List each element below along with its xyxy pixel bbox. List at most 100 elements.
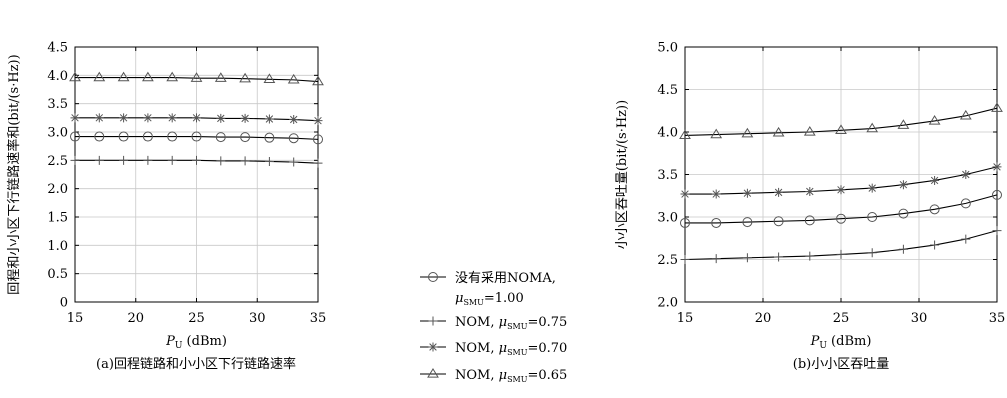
data-point-circle bbox=[264, 132, 275, 143]
y-tick-label: 5.0 bbox=[657, 41, 678, 56]
data-point-star bbox=[119, 113, 129, 123]
x-axis-label: PU (dBm) bbox=[810, 334, 872, 351]
data-point-triangle bbox=[312, 75, 324, 86]
x-tick-label: 20 bbox=[127, 311, 144, 326]
data-point-star bbox=[992, 162, 1002, 172]
y-axis-label: 回程和小小区下行链路速率和(bit/(s·Hz)) bbox=[6, 54, 22, 294]
data-point-star bbox=[961, 170, 971, 179]
data-point-circle bbox=[70, 131, 80, 142]
data-point-triangle bbox=[866, 122, 879, 133]
data-point-star bbox=[836, 185, 846, 195]
legend-marker-star bbox=[428, 342, 438, 352]
data-point-triangle bbox=[239, 72, 251, 83]
data-point-star bbox=[711, 189, 721, 199]
series-line-triangle bbox=[684, 107, 998, 136]
legend-mu-line: μSMU=1.00 bbox=[455, 291, 524, 307]
data-point-plus bbox=[216, 156, 226, 166]
data-point-circle bbox=[711, 217, 722, 228]
data-point-triangle bbox=[803, 126, 816, 136]
data-point-circle bbox=[240, 132, 251, 143]
data-point-triangle bbox=[928, 114, 941, 125]
y-tick-label: 2.0 bbox=[47, 182, 68, 197]
data-point-plus bbox=[240, 156, 250, 166]
data-point-star bbox=[192, 113, 201, 123]
data-point-plus bbox=[264, 156, 274, 166]
data-point-triangle bbox=[166, 71, 179, 82]
data-point-star bbox=[774, 187, 784, 197]
series-line-circle bbox=[75, 135, 319, 140]
y-tick-label: 1.0 bbox=[47, 239, 68, 254]
data-point-circle bbox=[167, 131, 178, 142]
y-tick-label: 2.5 bbox=[657, 253, 678, 268]
data-point-star bbox=[313, 116, 323, 126]
x-tick-label: 35 bbox=[310, 311, 327, 326]
y-tick-label: 3.0 bbox=[657, 211, 678, 226]
legend-label: NOM, μSMU=0.70 bbox=[455, 341, 567, 357]
data-point-triangle bbox=[190, 72, 203, 82]
data-point-circle bbox=[191, 131, 202, 142]
legend-item: NOM, μSMU=0.75 bbox=[420, 315, 567, 331]
data-point-plus bbox=[898, 244, 908, 254]
data-point-triangle bbox=[897, 119, 910, 129]
data-point-triangle bbox=[287, 73, 300, 84]
y-tick-label: 2.5 bbox=[47, 154, 68, 169]
legend-marker-circle bbox=[428, 272, 438, 282]
data-point-circle bbox=[992, 189, 1002, 200]
series-line-triangle bbox=[75, 77, 319, 83]
data-point-star bbox=[264, 114, 274, 124]
data-point-star bbox=[930, 175, 940, 185]
data-point-plus bbox=[313, 158, 323, 168]
data-point-circle bbox=[94, 131, 105, 142]
data-point-circle bbox=[929, 204, 940, 215]
data-point-star bbox=[289, 115, 299, 125]
data-point-plus bbox=[742, 253, 752, 263]
legend-marker-plus bbox=[428, 316, 438, 326]
x-tick-label: 30 bbox=[249, 311, 266, 326]
data-point-circle bbox=[960, 198, 971, 209]
data-point-triangle bbox=[772, 126, 785, 137]
x-tick-label: 20 bbox=[755, 311, 772, 326]
data-point-star bbox=[742, 188, 752, 198]
data-point-triangle bbox=[679, 129, 691, 140]
data-point-plus bbox=[680, 255, 690, 264]
y-tick-label: 3.5 bbox=[657, 168, 678, 183]
y-tick-label: 3.5 bbox=[47, 97, 68, 112]
x-tick-label: 35 bbox=[989, 311, 1006, 326]
data-point-triangle bbox=[263, 73, 276, 83]
y-tick-label: 1.5 bbox=[47, 211, 68, 226]
legend-marker-triangle bbox=[427, 368, 439, 378]
data-point-triangle bbox=[741, 127, 754, 138]
data-point-star bbox=[143, 113, 153, 123]
y-tick-label: 4.0 bbox=[657, 126, 678, 141]
y-tick-label: 0 bbox=[60, 296, 68, 311]
legend-item: 没有采用NOMA, μSMU=1.00 bbox=[420, 271, 556, 307]
data-point-triangle bbox=[835, 124, 847, 134]
chart-a: 0 0.5 1.0 1.5 2.0 2.5 3.0 3.5 4.0 4.5 15 20 25 30 35 PU… bbox=[6, 41, 326, 373]
data-point-star bbox=[680, 189, 690, 199]
data-point-star bbox=[216, 113, 226, 123]
y-tick-label: 3.0 bbox=[47, 126, 68, 141]
y-tick-label: 0.5 bbox=[47, 267, 68, 282]
y-tick-label: 4.5 bbox=[47, 41, 68, 56]
data-point-plus bbox=[805, 251, 815, 261]
chart-caption: (a)回程链路和小小区下行链路速率 bbox=[96, 356, 296, 372]
x-axis-label: PU (dBm) bbox=[165, 334, 227, 351]
data-point-triangle bbox=[991, 102, 1003, 112]
data-point-plus bbox=[711, 254, 721, 264]
y-tick-label: 2.0 bbox=[657, 296, 678, 311]
data-point-circle bbox=[313, 134, 323, 145]
data-point-plus bbox=[930, 240, 940, 250]
data-point-star bbox=[898, 180, 908, 190]
data-point-triangle bbox=[142, 71, 154, 82]
data-point-star bbox=[805, 187, 815, 196]
data-point-star bbox=[94, 113, 104, 123]
data-point-plus bbox=[70, 155, 80, 165]
data-point-circle bbox=[836, 213, 846, 224]
y-tick-label: 4.0 bbox=[47, 69, 68, 84]
data-point-star bbox=[867, 183, 877, 193]
data-point-triangle bbox=[93, 71, 106, 82]
legend-label: NOM, μSMU=0.65 bbox=[455, 368, 567, 384]
x-tick-label: 30 bbox=[911, 311, 928, 326]
data-point-star bbox=[167, 113, 177, 123]
